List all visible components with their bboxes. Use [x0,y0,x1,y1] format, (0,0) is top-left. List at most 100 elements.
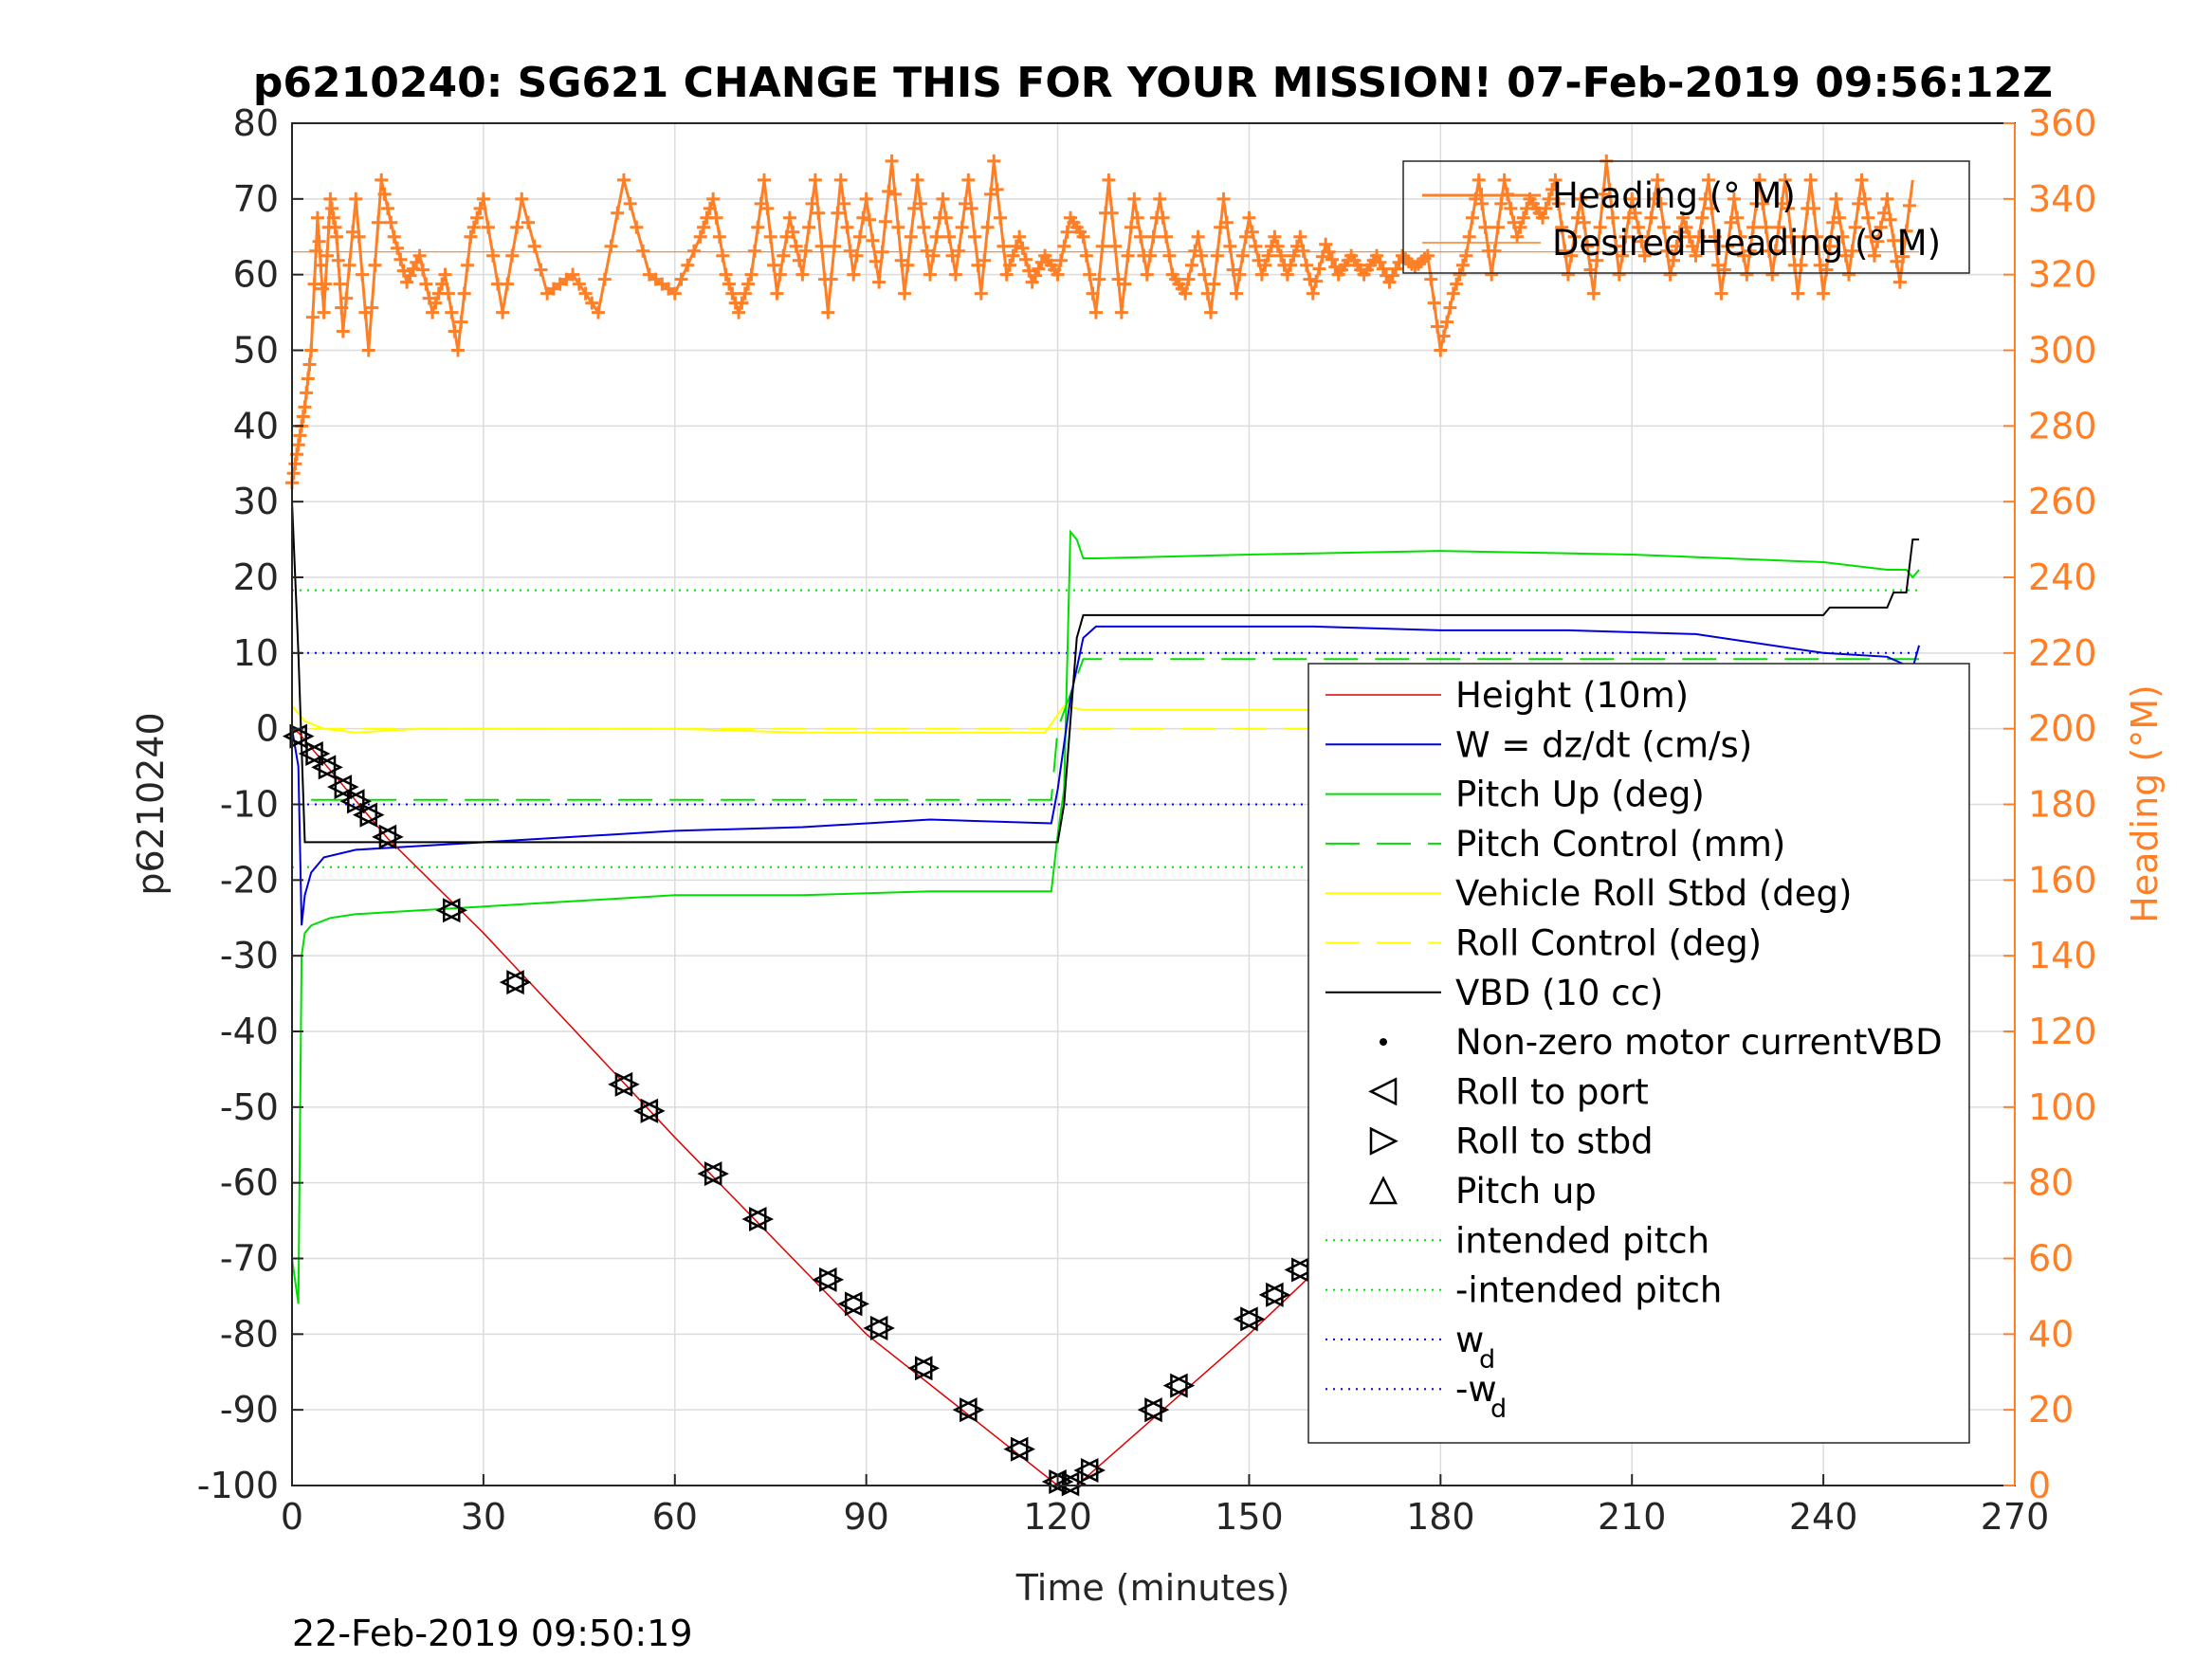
heading-marker [1670,239,1684,253]
roll-to-port-marker [435,898,461,923]
heading-marker [1274,248,1289,263]
heading-marker [1184,258,1198,272]
heading-marker [1223,239,1237,253]
heading-marker [1325,252,1339,266]
heading-marker [674,272,688,286]
heading-marker [1551,196,1565,210]
heading-marker [1708,229,1722,244]
heading-marker [939,210,953,225]
heading-marker [722,277,736,291]
heading-marker [770,286,784,301]
heading-marker [952,244,966,258]
heading-marker [872,275,887,289]
roll-to-stbd-marker [378,824,404,849]
roll-to-stbd-marker [844,1291,870,1317]
heading-marker [1194,248,1208,263]
roll-to-stbd-marker [614,1071,640,1097]
y-tick-label: 50 [233,330,279,372]
heading-marker [1817,286,1831,301]
y2-axis-label: Heading (°M) [2124,684,2166,923]
heading-marker [470,210,484,225]
x-tick-label: 30 [461,1496,506,1538]
heading-marker [1235,248,1250,263]
heading-marker [1714,286,1728,301]
heading-marker [1641,229,1655,244]
legend-heading-label: Desired Heading (° M) [1552,223,1941,264]
heading-marker [623,196,637,210]
heading-marker [1296,244,1310,258]
heading-marker [1586,286,1600,301]
heading-marker [859,191,873,206]
roll-to-stbd-marker [640,1098,666,1123]
heading-marker [1772,220,1785,234]
heading-marker [1705,201,1719,215]
heading-marker [923,267,937,282]
y-tick-label: -90 [220,1389,279,1431]
heading-marker [616,173,631,187]
heading-marker [1701,173,1715,187]
heading-marker [365,301,379,315]
heading-marker [831,206,845,220]
x-axis-label: Time (minutes) [1015,1567,1290,1609]
y-tick-label: -10 [220,784,279,826]
heading-marker [1887,233,1901,247]
heading-marker [1727,191,1741,206]
heading-marker [667,286,682,301]
x-tick-label: 210 [1598,1496,1667,1538]
heading-marker [1698,191,1712,206]
heading-marker [312,234,326,248]
heading-marker [521,215,535,229]
heading-marker [314,258,328,272]
roll-to-stbd-marker [819,1267,845,1292]
heading-marker [1450,277,1464,291]
heading-marker [1130,210,1144,225]
heading-marker [1542,191,1556,206]
heading-marker [767,258,781,272]
heading-marker [387,229,401,244]
legend-main-label: Pitch Up (deg) [1455,775,1705,815]
x-tick-label: 180 [1406,1496,1475,1538]
heading-marker [1733,229,1747,244]
roll-to-stbd-marker [749,1206,775,1232]
heading-marker [1060,225,1074,239]
y-tick-label: -50 [220,1086,279,1128]
legend-main-label: Non-zero motor currentVBD [1455,1022,1943,1063]
heading-marker [1539,201,1553,215]
heading-marker [999,267,1014,282]
legend-main-label: intended pitch [1455,1220,1709,1261]
heading-marker [828,239,842,253]
heading-marker [1459,248,1473,263]
heading-marker [1577,215,1591,229]
heading-marker [380,201,394,215]
heading-marker [1857,191,1872,206]
y2-tick-label: 100 [2028,1086,2097,1128]
heading-marker [510,220,524,234]
roll-to-port-marker [1137,1397,1162,1423]
heading-marker [375,173,389,187]
roll-to-port-marker [1003,1436,1029,1462]
heading-marker [1472,173,1486,187]
heading-marker [1053,253,1068,267]
heading-marker [323,191,338,206]
heading-marker [1328,260,1343,274]
heading-marker [824,272,838,286]
heading-marker [1086,286,1100,301]
heading-marker [1654,196,1668,210]
heading-marker [738,286,752,301]
heading-marker [1548,173,1563,187]
roll-to-stbd-marker [1080,1458,1106,1484]
heading-marker [415,263,430,277]
heading-marker [904,229,918,244]
heading-marker [866,233,880,247]
heading-marker [1784,229,1799,244]
heading-marker [773,267,787,282]
heading-marker [1606,210,1620,225]
heading-marker [1561,267,1575,282]
heading-marker [1191,229,1205,244]
heading-marker [974,286,988,301]
heading-marker [1618,229,1633,244]
roll-to-stbd-marker [305,740,331,767]
roll-to-stbd-marker [506,970,532,995]
heading-marker [1436,329,1451,343]
